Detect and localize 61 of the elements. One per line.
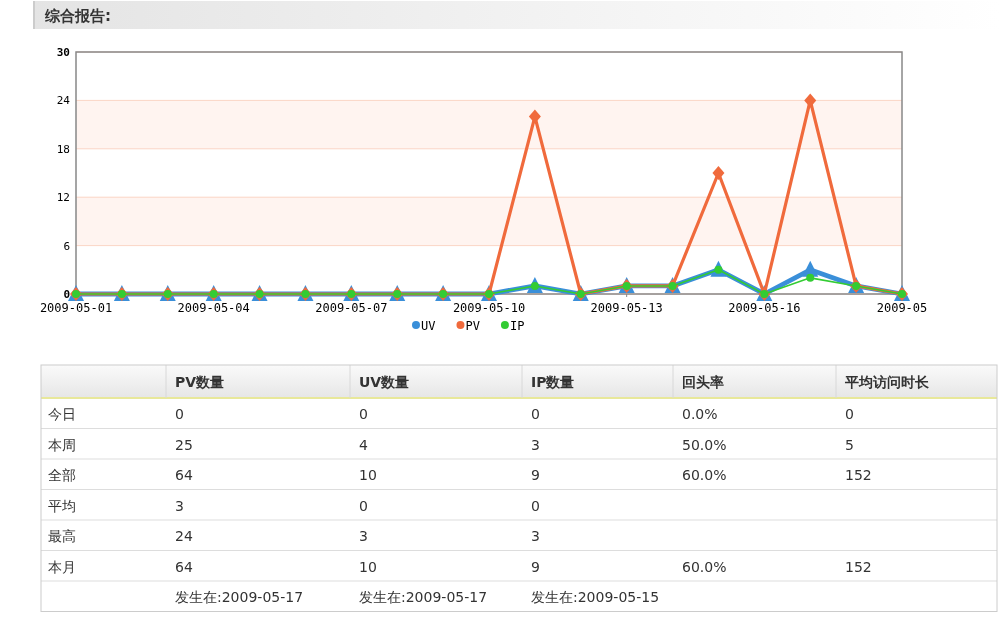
y-tick-label: 30 — [56, 46, 70, 59]
text: 9 — [531, 558, 540, 575]
x-tick-label: 2009-05-07 — [315, 301, 388, 315]
text: 3 — [175, 497, 184, 514]
category-label: PV数量 — [175, 374, 225, 390]
point — [528, 109, 541, 124]
point — [806, 273, 815, 282]
text: 0 — [531, 497, 540, 514]
text: 60.0% — [682, 558, 727, 575]
text: 10 — [359, 558, 377, 575]
category-label: 本月 — [48, 558, 76, 575]
y-tick-label: 18 — [56, 142, 70, 156]
text: 10 — [359, 467, 377, 483]
x-tick-label: 2009-05-04 — [177, 301, 250, 315]
x-tick-label: 2009-05-13 — [590, 301, 663, 315]
text: 3 — [531, 436, 540, 453]
category-label: 本周 — [48, 436, 76, 453]
y-tick-label: 12 — [56, 191, 70, 205]
x-tick-label: 2009-05-16 — [728, 301, 801, 315]
text: 60.0% — [682, 467, 727, 483]
text: 3 — [531, 528, 540, 544]
category-label: 今日 — [48, 406, 76, 422]
text: 64 — [175, 558, 193, 575]
legend-label: PV — [465, 319, 480, 333]
text: 0 — [845, 406, 854, 422]
text: 5 — [845, 436, 854, 453]
legend-label: UV — [421, 319, 436, 333]
text: 64 — [175, 467, 193, 483]
legend-label: IP — [509, 319, 525, 333]
category-label: 平均 — [48, 497, 76, 514]
chart-title: 综合报告: — [44, 7, 111, 25]
category-label: 最高 — [48, 528, 76, 544]
text: 50.0% — [682, 436, 727, 453]
text: 0.0% — [682, 406, 718, 422]
point — [712, 166, 725, 180]
y-tick-label: 6 — [63, 239, 70, 253]
text: 9 — [531, 467, 540, 483]
text: 发生在:2009-05-17 — [175, 589, 304, 605]
category-label: 回头率 — [682, 374, 724, 390]
text: 4 — [359, 436, 368, 453]
text: 24 — [175, 528, 193, 544]
category-label: IP数量 — [531, 374, 575, 390]
category-label: 平均访问时长 — [844, 374, 930, 390]
category-label: UV数量 — [359, 374, 410, 390]
text: 25 — [175, 436, 193, 453]
y-tick-label: 24 — [56, 94, 71, 108]
x-tick-label: 2009-05-10 — [452, 301, 526, 315]
text: 152 — [845, 467, 872, 483]
category-label: 全部 — [48, 467, 76, 483]
text: 发生在:2009-05-15 — [531, 589, 660, 605]
text: 3 — [359, 528, 368, 544]
x-tick-label: 2009-05-01 — [39, 301, 113, 315]
text: 0 — [359, 406, 368, 422]
text: 0 — [359, 497, 368, 514]
x-tick-label: 2009-05 — [876, 301, 928, 315]
text: 0 — [531, 406, 540, 422]
point — [804, 93, 817, 108]
y-tick-label: 0 — [63, 288, 70, 301]
text: 0 — [175, 406, 184, 422]
text: 发生在:2009-05-17 — [359, 589, 488, 605]
text: 152 — [845, 558, 872, 575]
